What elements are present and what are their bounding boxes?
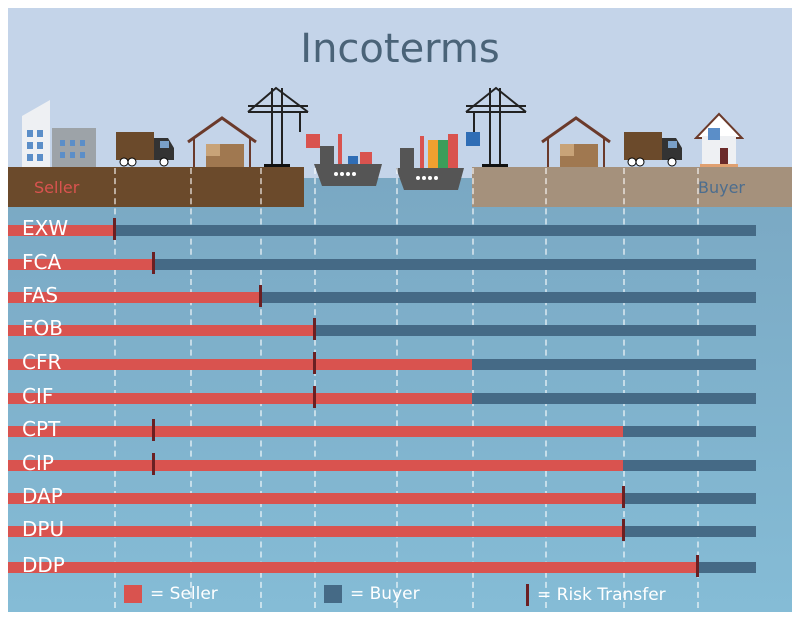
- risk-transfer-marker: [313, 318, 316, 340]
- term-label: EXW: [22, 216, 69, 240]
- term-label: CIP: [22, 451, 54, 475]
- risk-transfer-marker: [152, 453, 155, 475]
- stage-divider: [260, 168, 262, 608]
- term-label: CIF: [22, 384, 54, 408]
- incoterm-row-fob: FOB: [8, 313, 792, 347]
- seller-land: [8, 167, 304, 207]
- risk-transfer-marker: [313, 386, 316, 408]
- risk-transfer-marker: [152, 252, 155, 274]
- buyer-bar: [314, 325, 756, 336]
- seller-bar: [8, 493, 623, 504]
- ship-origin-icon: [314, 134, 382, 186]
- incoterm-row-cfr: CFR: [8, 347, 792, 381]
- buyer-bar: [623, 426, 756, 437]
- stage-divider: [190, 168, 192, 608]
- warehouse-icon: [187, 116, 257, 168]
- truck-icon: [624, 132, 682, 167]
- risk-transfer-marker: [696, 555, 699, 577]
- ship-destination-icon: [396, 134, 464, 190]
- term-label: DAP: [22, 484, 63, 508]
- buyer-bar: [623, 493, 756, 504]
- crane-icon: [465, 86, 527, 169]
- risk-transfer-marker: [113, 218, 116, 240]
- legend-seller: = Seller: [124, 584, 218, 604]
- legend-buyer: = Buyer: [324, 584, 420, 604]
- stage-divider: [396, 168, 398, 608]
- warehouse-icon: [541, 116, 611, 168]
- buyer-bar: [472, 359, 756, 370]
- seller-bar: [8, 325, 314, 336]
- seller-bar: [8, 359, 472, 370]
- stage-divider: [114, 168, 116, 608]
- incoterm-row-cip: CIP: [8, 448, 792, 482]
- term-label: CPT: [22, 417, 61, 441]
- legend-seller-label: = Seller: [150, 584, 218, 604]
- legend-buyer-label: = Buyer: [350, 584, 420, 604]
- buyer-label: Buyer: [698, 178, 746, 197]
- container-icon: [306, 134, 320, 148]
- buyer-bar: [623, 460, 756, 471]
- buyer-bar: [260, 292, 756, 303]
- incoterm-row-ddp: DDP: [8, 550, 792, 584]
- risk-transfer-marker: [622, 486, 625, 508]
- buyer-bar: [697, 562, 756, 573]
- stage-divider: [623, 168, 625, 608]
- incoterm-row-dpu: DPU: [8, 514, 792, 548]
- risk-transfer-marker: [622, 519, 625, 541]
- seller-label: Seller: [34, 178, 80, 197]
- incoterm-row-fas: FAS: [8, 280, 792, 314]
- seller-bar: [8, 426, 623, 437]
- seller-bar: [8, 526, 623, 537]
- buyer-land: [472, 167, 792, 207]
- stage-divider: [472, 168, 474, 608]
- incoterm-row-exw: EXW: [8, 213, 792, 247]
- incoterms-diagram: Incoterms Seller Buyer EXW FCA: [8, 8, 792, 612]
- legend-risk-label: = Risk Transfer: [537, 585, 666, 605]
- buyer-bar: [623, 526, 756, 537]
- term-label: FAS: [22, 283, 59, 307]
- term-label: DDP: [22, 553, 65, 577]
- factory-icon: [22, 100, 96, 168]
- buyer-bar: [472, 393, 756, 404]
- seller-bar: [8, 292, 260, 303]
- term-label: DPU: [22, 517, 65, 541]
- term-label: CFR: [22, 350, 62, 374]
- incoterm-row-cif: CIF: [8, 381, 792, 415]
- term-label: FOB: [22, 316, 63, 340]
- house-icon: [694, 112, 744, 167]
- truck-icon: [116, 132, 174, 167]
- risk-transfer-marker: [313, 352, 316, 374]
- seller-bar: [8, 460, 623, 471]
- incoterm-row-cpt: CPT: [8, 414, 792, 448]
- diagram-title: Incoterms: [300, 26, 500, 72]
- seller-bar: [8, 225, 114, 236]
- buyer-swatch: [324, 585, 342, 603]
- crane-icon: [247, 86, 309, 169]
- seller-bar: [8, 393, 472, 404]
- risk-marker-swatch: [526, 584, 529, 606]
- seller-bar: [8, 562, 697, 573]
- risk-transfer-marker: [259, 285, 262, 307]
- buyer-bar: [114, 225, 756, 236]
- seller-swatch: [124, 585, 142, 603]
- seller-bar: [8, 259, 153, 270]
- legend-risk: = Risk Transfer: [526, 584, 666, 606]
- risk-transfer-marker: [152, 419, 155, 441]
- incoterm-row-fca: FCA: [8, 247, 792, 281]
- legend: = Seller = Buyer = Risk Transfer: [8, 584, 792, 608]
- term-label: FCA: [22, 250, 62, 274]
- incoterm-row-dap: DAP: [8, 481, 792, 515]
- buyer-bar: [153, 259, 756, 270]
- stage-divider: [545, 168, 547, 608]
- stage-divider: [697, 168, 699, 608]
